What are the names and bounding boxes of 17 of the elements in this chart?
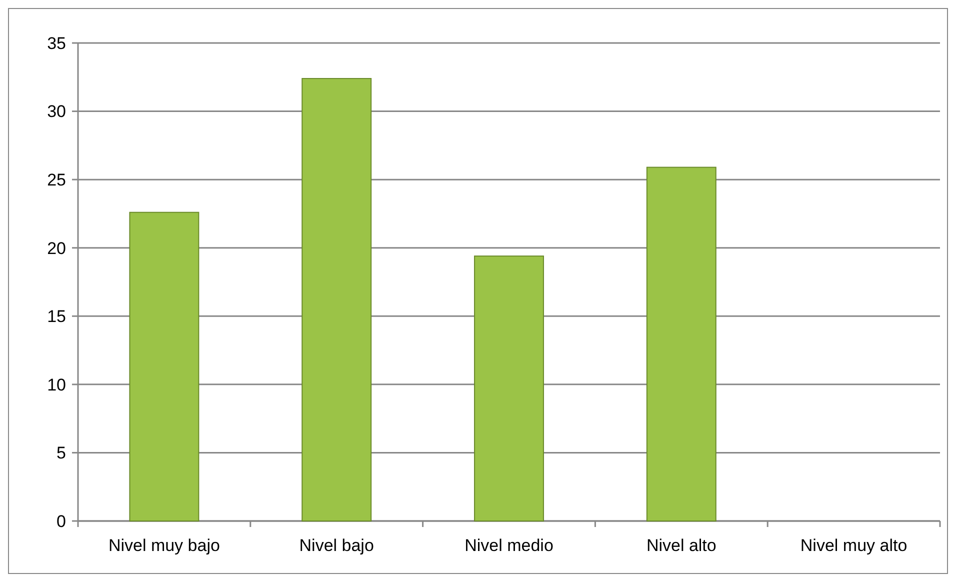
bar xyxy=(474,256,544,522)
y-tick-label: 30 xyxy=(47,102,66,122)
bar xyxy=(646,166,716,522)
x-tick-label: Nivel medio xyxy=(464,536,554,555)
y-tick-label: 5 xyxy=(56,444,66,463)
y-tick-label: 10 xyxy=(47,375,66,394)
bar xyxy=(129,212,200,522)
x-tick-label: Nivel muy alto xyxy=(800,536,908,555)
bar xyxy=(302,78,372,522)
x-tick-label: Nivel bajo xyxy=(299,536,374,555)
y-tick-label: 20 xyxy=(47,238,66,258)
y-tick-label: 0 xyxy=(56,512,66,531)
x-tick-label: Nivel alto xyxy=(646,536,716,555)
x-tick-label: Nivel muy bajo xyxy=(108,536,220,555)
y-tick-label: 35 xyxy=(47,34,66,53)
y-tick-label: 15 xyxy=(47,307,66,326)
y-tick-label: 25 xyxy=(47,170,66,190)
